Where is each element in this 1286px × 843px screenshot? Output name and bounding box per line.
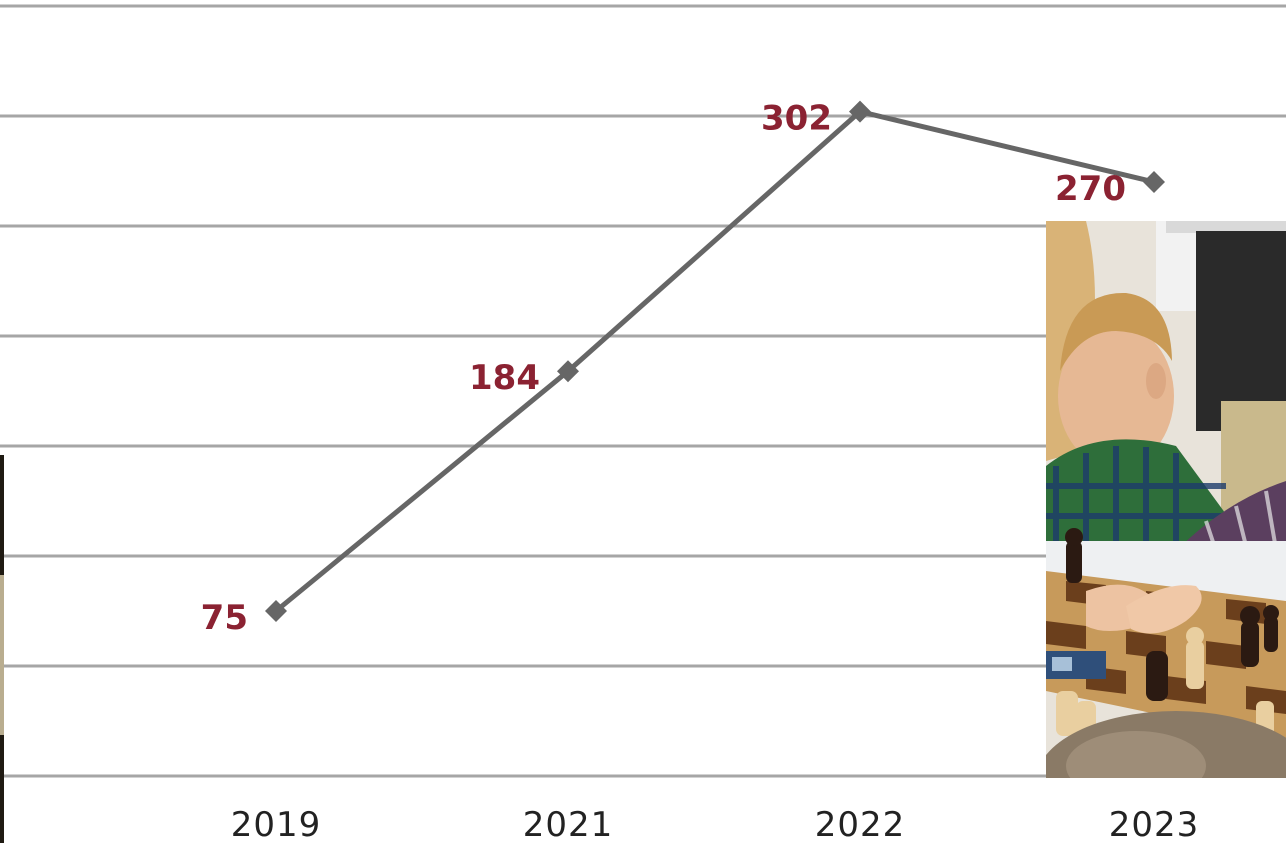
x-tick-label: 2023 bbox=[1109, 805, 1200, 843]
data-label: 302 bbox=[761, 99, 832, 139]
data-point-marker bbox=[1143, 171, 1165, 193]
gridlines bbox=[0, 4, 1286, 778]
data-point-marker bbox=[265, 600, 287, 622]
x-axis-tick-labels: 2019 2021 2022 2023 bbox=[231, 805, 1200, 843]
data-point-marker bbox=[557, 360, 579, 383]
series-line bbox=[274, 109, 1155, 613]
x-tick-label: 2022 bbox=[815, 805, 906, 843]
photo-left-edge bbox=[0, 455, 4, 843]
data-label: 75 bbox=[201, 598, 248, 638]
x-tick-label: 2021 bbox=[523, 805, 614, 843]
data-label: 270 bbox=[1055, 169, 1126, 209]
series-markers bbox=[265, 100, 1165, 622]
x-tick-label: 2019 bbox=[231, 805, 322, 843]
chess-kids-photo bbox=[1046, 221, 1286, 778]
data-point-marker bbox=[849, 100, 871, 123]
series-polyline bbox=[274, 109, 1155, 613]
data-labels: 75 184 302 270 bbox=[201, 99, 1126, 638]
data-label: 184 bbox=[469, 358, 540, 398]
